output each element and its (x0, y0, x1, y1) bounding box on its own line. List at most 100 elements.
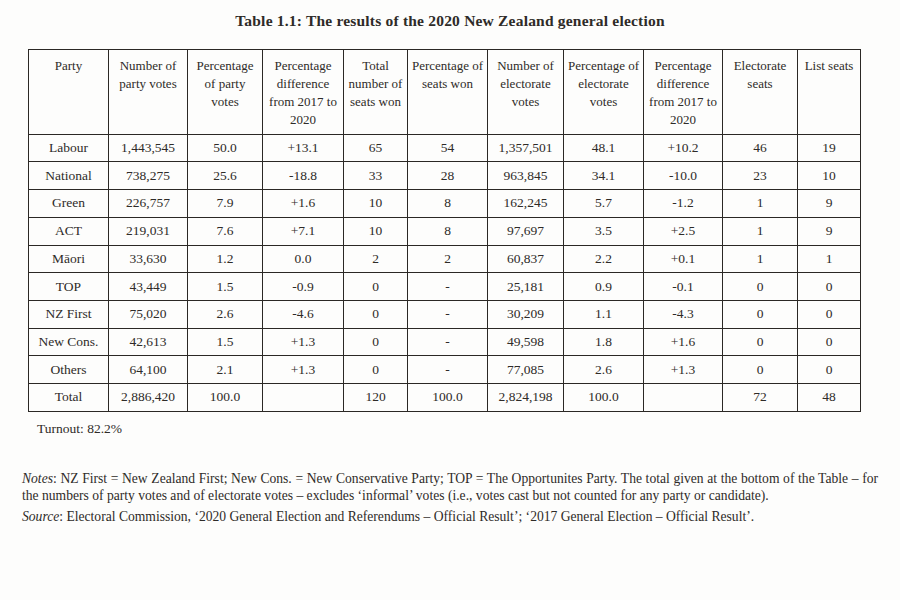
table-row: Labour1,443,54550.0+13.165541,357,50148.… (29, 134, 861, 162)
value-cell: 49,598 (488, 328, 564, 356)
document-page: Table 1.1: The results of the 2020 New Z… (0, 0, 900, 600)
table-row: National738,27525.6-18.83328963,84534.1-… (29, 162, 861, 190)
table-row: ACT219,0317.6+7.110897,6973.5+2.519 (29, 217, 861, 245)
column-header: Total number of seats won (344, 50, 408, 135)
value-cell: 2 (344, 245, 408, 273)
header-row: PartyNumber of party votes Percentage of … (29, 50, 861, 135)
party-cell: NZ First (29, 300, 109, 328)
value-cell: 34.1 (564, 162, 644, 190)
value-cell: +1.3 (263, 328, 344, 356)
value-cell: 9 (798, 190, 861, 218)
value-cell: 75,020 (109, 300, 188, 328)
value-cell: 28 (408, 162, 488, 190)
value-cell: 2 (408, 245, 488, 273)
column-header: Party (29, 50, 109, 135)
table-title: Table 1.1: The results of the 2020 New Z… (0, 0, 900, 30)
value-cell: 1.5 (188, 328, 263, 356)
table-body: Labour1,443,54550.0+13.165541,357,50148.… (29, 134, 861, 411)
value-cell (644, 383, 723, 411)
value-cell: 0 (723, 300, 798, 328)
value-cell: +1.6 (263, 190, 344, 218)
party-cell: TOP (29, 273, 109, 301)
value-cell: 10 (344, 217, 408, 245)
value-cell: +1.3 (263, 356, 344, 384)
value-cell: 1 (723, 190, 798, 218)
value-cell: 1 (723, 217, 798, 245)
value-cell: 162,245 (488, 190, 564, 218)
value-cell: 2.2 (564, 245, 644, 273)
value-cell: 77,085 (488, 356, 564, 384)
notes-label: Notes (22, 471, 53, 486)
table-row: Others64,1002.1+1.30-77,0852.6+1.300 (29, 356, 861, 384)
value-cell: 10 (798, 162, 861, 190)
value-cell: 54 (408, 134, 488, 162)
value-cell: -4.6 (263, 300, 344, 328)
value-cell: -0.1 (644, 273, 723, 301)
column-header: Percentage of electorate votes (564, 50, 644, 135)
value-cell: 0 (344, 300, 408, 328)
party-cell: Others (29, 356, 109, 384)
column-header: Electorate seats (723, 50, 798, 135)
value-cell: - (408, 273, 488, 301)
party-cell: Total (29, 383, 109, 411)
value-cell: 1 (798, 245, 861, 273)
value-cell: 2,886,420 (109, 383, 188, 411)
value-cell: 48 (798, 383, 861, 411)
value-cell: 0 (798, 300, 861, 328)
value-cell: 1.8 (564, 328, 644, 356)
value-cell: 7.9 (188, 190, 263, 218)
notes-text: : NZ First = New Zealand First; New Cons… (22, 471, 878, 503)
value-cell: 3.5 (564, 217, 644, 245)
table-row: Green226,7577.9+1.6108162,2455.7-1.219 (29, 190, 861, 218)
column-header: List seats (798, 50, 861, 135)
value-cell: 0.9 (564, 273, 644, 301)
value-cell: 0 (344, 328, 408, 356)
table-row: NZ First75,0202.6-4.60-30,2091.1-4.300 (29, 300, 861, 328)
value-cell: 25,181 (488, 273, 564, 301)
value-cell: 19 (798, 134, 861, 162)
value-cell: 8 (408, 190, 488, 218)
value-cell: 226,757 (109, 190, 188, 218)
value-cell: -18.8 (263, 162, 344, 190)
value-cell: 48.1 (564, 134, 644, 162)
value-cell: 100.0 (564, 383, 644, 411)
value-cell: 2,824,198 (488, 383, 564, 411)
value-cell: 9 (798, 217, 861, 245)
turnout-note: Turnout: 82.2% (37, 421, 900, 437)
party-cell: National (29, 162, 109, 190)
value-cell: 43,449 (109, 273, 188, 301)
value-cell: 25.6 (188, 162, 263, 190)
value-cell: 72 (723, 383, 798, 411)
value-cell: 1.2 (188, 245, 263, 273)
value-cell: 2.6 (564, 356, 644, 384)
source-label: Source (22, 509, 59, 524)
value-cell: 5.7 (564, 190, 644, 218)
value-cell: 738,275 (109, 162, 188, 190)
value-cell (263, 383, 344, 411)
value-cell: 100.0 (408, 383, 488, 411)
column-header: Percentage of seats won (408, 50, 488, 135)
value-cell: 60,837 (488, 245, 564, 273)
value-cell: +13.1 (263, 134, 344, 162)
value-cell: 1.5 (188, 273, 263, 301)
value-cell: 0 (344, 273, 408, 301)
party-cell: ACT (29, 217, 109, 245)
value-cell: 1.1 (564, 300, 644, 328)
table-row: New Cons.42,6131.5+1.30-49,5981.8+1.600 (29, 328, 861, 356)
column-header: Percentage difference from 2017 to 2020 (263, 50, 344, 135)
value-cell: 0.0 (263, 245, 344, 273)
party-cell: Labour (29, 134, 109, 162)
party-cell: New Cons. (29, 328, 109, 356)
value-cell: - (408, 356, 488, 384)
table-row: Māori33,6301.20.02260,8372.2+0.111 (29, 245, 861, 273)
value-cell: 64,100 (109, 356, 188, 384)
column-header: Number of party votes (109, 50, 188, 135)
value-cell: 46 (723, 134, 798, 162)
value-cell: 33,630 (109, 245, 188, 273)
column-header: Percentage difference from 2017 to 2020 (644, 50, 723, 135)
value-cell: -4.3 (644, 300, 723, 328)
value-cell: 963,845 (488, 162, 564, 190)
value-cell: 7.6 (188, 217, 263, 245)
value-cell: 30,209 (488, 300, 564, 328)
value-cell: 100.0 (188, 383, 263, 411)
